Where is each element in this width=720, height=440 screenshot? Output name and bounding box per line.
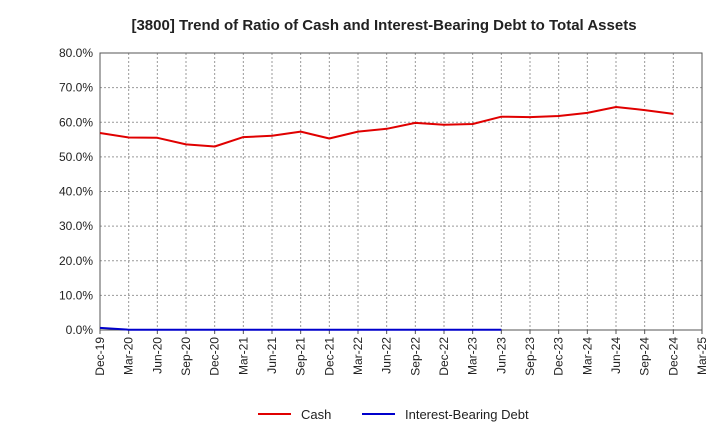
- x-tick-label: Sep-21: [294, 337, 308, 376]
- x-tick-label: Dec-24: [666, 337, 680, 376]
- x-tick-label: Jun-22: [380, 337, 394, 374]
- x-tick-label: Jun-23: [494, 337, 508, 374]
- x-tick-label: Dec-20: [208, 337, 222, 376]
- x-tick-label: Sep-22: [408, 337, 422, 376]
- x-tick-label: Jun-24: [609, 337, 623, 374]
- x-tick-label: Dec-22: [437, 337, 451, 376]
- gridlines: [99, 52, 703, 331]
- x-tick-label: Mar-21: [236, 337, 250, 375]
- series-lines: [99, 106, 674, 331]
- x-tick-label: Mar-22: [351, 337, 365, 375]
- x-tick-label: Dec-21: [322, 337, 336, 376]
- x-tick-label: Mar-25: [695, 337, 709, 375]
- x-tick-label: Mar-24: [580, 337, 594, 375]
- series-line-1: [99, 326, 502, 331]
- x-tick-label: Jun-20: [150, 337, 164, 374]
- x-tick-label: Mar-20: [122, 337, 136, 375]
- x-tick-label: Sep-24: [638, 337, 652, 376]
- x-tick-label: Jun-21: [265, 337, 279, 374]
- y-tick-label: 50.0%: [59, 150, 93, 164]
- y-tick-label: 80.0%: [59, 46, 93, 60]
- y-tick-label: 0.0%: [66, 323, 94, 337]
- y-tick-label: 40.0%: [59, 185, 93, 199]
- y-tick-label: 10.0%: [59, 288, 93, 302]
- x-tick-label: Dec-19: [93, 337, 107, 376]
- x-axis: Dec-19 Mar-20 Jun-20 Sep-20 Dec-20 Mar-21 Jun-…: [93, 330, 709, 376]
- chart-title: [3800] Trend of Ratio of Cash and Intere…: [131, 17, 636, 34]
- legend: Cash Interest-Bearing Debt: [258, 407, 529, 422]
- y-tick-label: 30.0%: [59, 219, 93, 233]
- x-tick-label: Mar-23: [466, 337, 480, 375]
- y-tick-label: 20.0%: [59, 254, 93, 268]
- legend-label: Cash: [301, 407, 331, 422]
- y-axis: 0.0% 10.0% 20.0% 30.0% 40.0% 50.0% 60.0% 70.0% 8…: [59, 46, 93, 337]
- y-tick-label: 60.0%: [59, 115, 93, 129]
- x-tick-label: Dec-23: [552, 337, 566, 376]
- x-tick-label: Sep-23: [523, 337, 537, 376]
- y-tick-label: 70.0%: [59, 81, 93, 95]
- x-tick-label: Sep-20: [179, 337, 193, 376]
- legend-label: Interest-Bearing Debt: [405, 407, 529, 422]
